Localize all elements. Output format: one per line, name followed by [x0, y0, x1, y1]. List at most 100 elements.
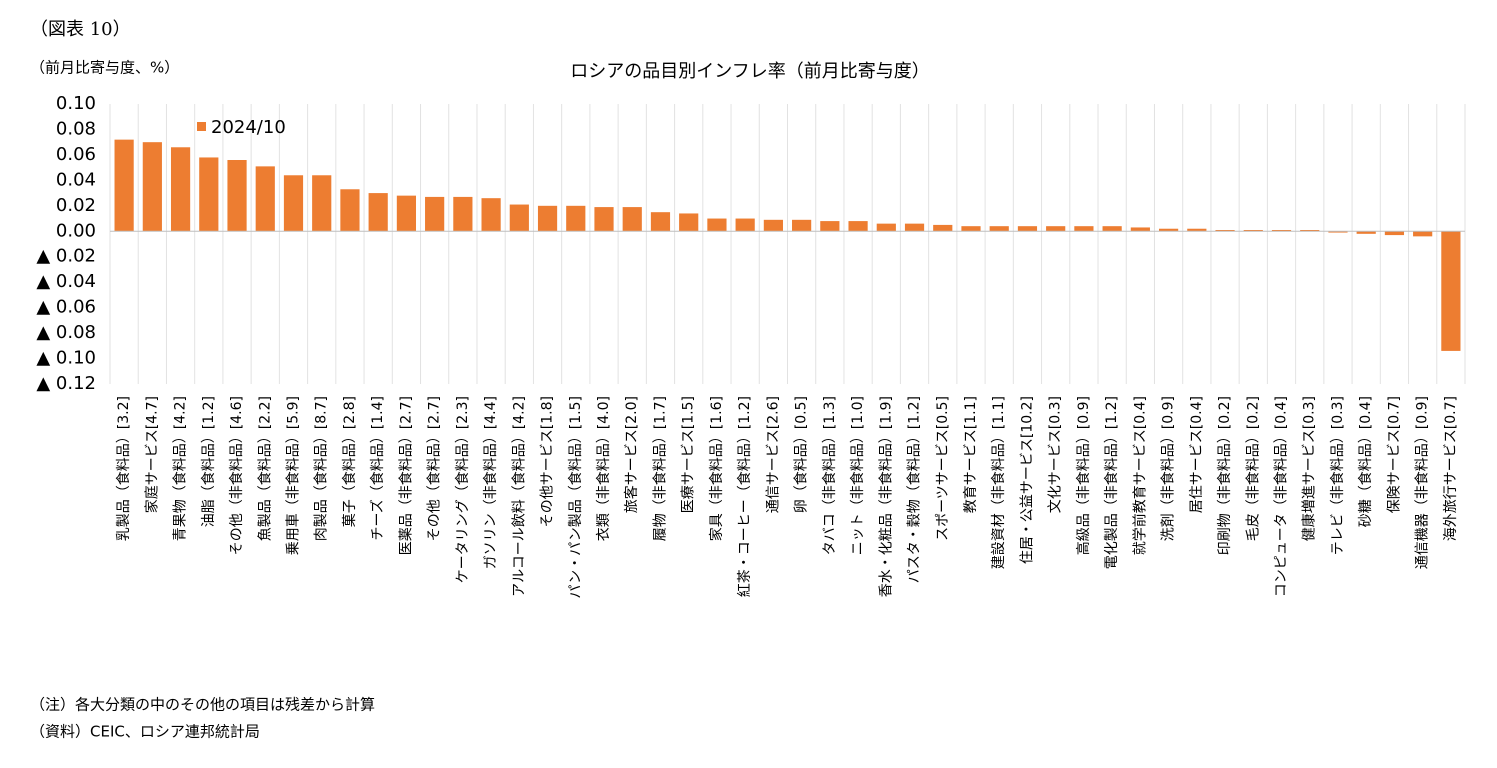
- bar: [1046, 226, 1066, 232]
- bar: [594, 207, 614, 232]
- x-tick-label: 家庭サービス[4.7]: [143, 396, 160, 513]
- x-tick-label: 電化製品（非食料品）[1.2]: [1103, 396, 1120, 569]
- bar: [283, 175, 304, 232]
- x-tick-label: その他（食料品）[2.7]: [426, 396, 443, 541]
- x-tick-label: テレビ（非食料品）[0.3]: [1329, 396, 1346, 555]
- bar: [1441, 231, 1461, 351]
- x-tick-label: コンピュータ（非食料品）[0.4]: [1273, 396, 1290, 597]
- y-tick-label: ▲ 0.04: [36, 271, 96, 292]
- x-tick-label: 履物（非食料品）[1.7]: [651, 396, 668, 541]
- y-tick-label: 0.00: [56, 220, 96, 241]
- bar: [227, 160, 247, 232]
- x-tick-label: 健康増進サービス[0.3]: [1301, 396, 1318, 541]
- x-tick-label: 毛皮（非食料品）[0.2]: [1244, 396, 1261, 541]
- y-tick-label: ▲ 0.06: [36, 297, 96, 318]
- bar: [509, 204, 529, 232]
- bar: [481, 198, 501, 232]
- bar: [848, 221, 868, 232]
- x-tick-label: ケータリング（食料品）[2.3]: [454, 396, 471, 583]
- bar: [735, 218, 755, 232]
- bar: [1300, 230, 1320, 232]
- x-tick-label: 砂糖（食料品）[0.4]: [1357, 396, 1374, 527]
- bar: [1271, 230, 1292, 232]
- bar: [142, 142, 162, 232]
- bar: [904, 223, 925, 232]
- x-tick-label: ガソリン（非食料品）[4.4]: [482, 396, 499, 569]
- bar: [368, 193, 388, 232]
- bar: [763, 219, 783, 232]
- bar: [199, 157, 219, 232]
- x-tick-label: 医薬品（非食料品）[2.7]: [397, 396, 414, 555]
- x-tick-label: 高級品（非食料品）[0.9]: [1075, 396, 1092, 555]
- x-tick-label: 旅客サービス[2.0]: [623, 396, 640, 513]
- y-tick-label: 0.08: [56, 118, 96, 139]
- y-tick-label: 0.06: [56, 144, 96, 165]
- x-tick-label: 医療サービス[1.5]: [680, 396, 697, 513]
- x-tick-label: 文化サービス[0.3]: [1048, 396, 1064, 513]
- x-tick-label: アルコール飲料（食料品）[4.2]: [510, 396, 527, 597]
- legend-label: 2024/10: [211, 117, 286, 138]
- x-tick-label: その他（非食料品）[4.6]: [228, 396, 245, 555]
- x-tick-label: 居住サービス[0.4]: [1189, 396, 1205, 513]
- x-tick-label: その他サービス[1.8]: [540, 396, 556, 527]
- x-tick-label: 洗剤（非食料品）[0.9]: [1160, 396, 1177, 541]
- x-tick-label: 海外旅行サービス[0.7]: [1443, 396, 1459, 541]
- x-tick-label: ニット（非食料品）[1.0]: [849, 396, 866, 555]
- bar: [679, 213, 699, 232]
- x-tick-label: 油脂（食料品）[1.2]: [200, 396, 217, 527]
- bar: [933, 224, 953, 232]
- x-tick-label: 香水・化粧品（非食料品）[1.9]: [877, 396, 894, 597]
- x-tick-label: チーズ（食料品）[1.4]: [369, 396, 386, 540]
- bar: [876, 223, 896, 232]
- bar: [396, 195, 417, 232]
- x-tick-label: 保険サービス[0.7]: [1386, 396, 1402, 513]
- bar: [989, 226, 1009, 232]
- bar: [566, 205, 586, 232]
- bar: [1384, 231, 1405, 236]
- bar: [1413, 231, 1433, 237]
- bar: [1017, 226, 1038, 232]
- legend-swatch: [197, 122, 206, 131]
- y-tick-label: ▲ 0.08: [36, 322, 96, 343]
- x-tick-label: 通信機器（非食料品）[0.9]: [1414, 396, 1431, 569]
- x-tick-label: 家具（非食料品）[1.6]: [708, 396, 725, 541]
- bar: [1102, 226, 1122, 232]
- x-tick-label: 青果物（食料品）[4.2]: [172, 396, 189, 541]
- y-axis-label: （前月比寄与度、%）: [30, 59, 179, 77]
- bar: [340, 189, 360, 232]
- x-tick-label: 衣類（非食料品）[4.0]: [595, 396, 612, 541]
- bar: [961, 226, 981, 232]
- x-tick-label: 肉製品（食料品）[8.7]: [313, 396, 330, 541]
- x-tick-label: タバコ（非食料品）[1.3]: [821, 396, 838, 555]
- x-tick-label: 教育サービス[1.1]: [963, 396, 979, 513]
- x-tick-label: 卵（食料品）[0.5]: [793, 396, 810, 513]
- x-tick-label: 菓子（食料品）[2.8]: [341, 396, 358, 527]
- x-tick-label: 紅茶・コーヒー（食料品）[1.2]: [736, 396, 753, 597]
- x-tick-label: パスタ・穀物（食料品）[1.2]: [906, 396, 923, 583]
- bar: [1187, 228, 1207, 232]
- x-tick-label: パン・パン製品（食料品）[1.5]: [567, 396, 584, 599]
- y-tick-label: 0.10: [56, 93, 96, 114]
- bar: [425, 196, 445, 232]
- bar: [820, 221, 840, 232]
- bar: [1130, 227, 1150, 232]
- note: （資料）CEIC、ロシア連邦統計局: [30, 723, 260, 741]
- x-tick-label: 就学前教育サービス[0.4]: [1131, 396, 1148, 555]
- x-tick-label: 住居・公益サービス[10.2]: [1019, 396, 1035, 564]
- bar: [1074, 226, 1094, 232]
- y-tick-label: ▲ 0.10: [36, 348, 96, 369]
- bar: [792, 219, 812, 232]
- x-tick-label: 建設資材（非食料品）[1.1]: [990, 396, 1007, 569]
- x-tick-label: スポーツサービス[0.5]: [935, 396, 951, 541]
- bar: [255, 166, 275, 232]
- bar: [707, 218, 727, 232]
- chart-title: ロシアの品目別インフレ率（前月比寄与度）: [570, 61, 929, 82]
- x-tick-label: 乳製品（食料品）[3.2]: [115, 396, 132, 541]
- bar: [1215, 230, 1235, 232]
- bar: [170, 147, 191, 232]
- note: （注）各大分類の中のその他の項目は残差から計算: [30, 696, 375, 714]
- bar: [453, 196, 473, 232]
- bar: [650, 212, 671, 232]
